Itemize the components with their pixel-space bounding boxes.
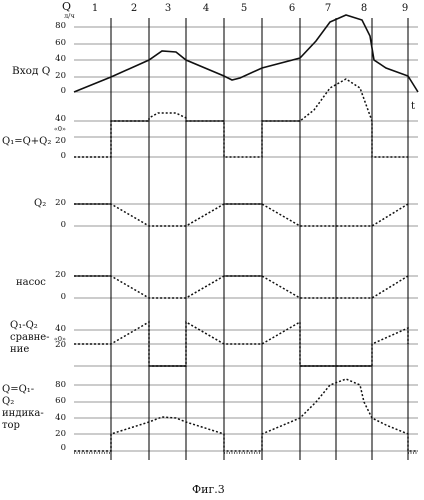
tick-indicator-60: 60 [40,397,66,406]
q-axis-symbol: Q [62,1,71,12]
tick-indicator-20: 20 [40,430,66,439]
indicator-curve [74,379,418,451]
tick-input-40: 40 [40,55,66,64]
column-label-9: 9 [397,3,413,14]
tick-q2-0: 0 [40,221,66,230]
tick-q1-20: 20 [40,137,66,146]
tick-indicator-0: 0 [40,444,66,453]
tick-q1-zero-mark: «0» [40,125,66,134]
tick-q1-0: 0 [40,152,66,161]
row-label-indicator: Q=Q₁-Q₂ индика-тор [2,384,42,432]
horizontal-gridlines [74,27,418,451]
column-label-1: 1 [87,3,103,14]
tick-indicator-80: 80 [40,381,66,390]
tick-indicator-40: 40 [40,414,66,423]
tick-input-20: 20 [40,72,66,81]
column-label-5: 5 [236,3,252,14]
q1-sum-curve [74,79,408,157]
tick-pump-0: 0 [40,293,66,302]
tick-comparison-40: 40 [40,325,66,334]
input-flow-curve [74,15,418,92]
tick-comparison-20: 20 [40,341,66,350]
tick-q2-20: 20 [40,199,66,208]
pump-curve [74,276,408,298]
column-label-8: 8 [356,3,372,14]
q2-curve [74,204,408,226]
column-label-4: 4 [198,3,214,14]
q-axis-unit: л/ч [64,12,75,20]
column-label-3: 3 [160,3,176,14]
column-label-6: 6 [284,3,300,14]
vertical-time-dividers [111,18,408,460]
tick-q1-40: 40 [40,115,66,124]
tick-pump-20: 20 [40,271,66,280]
time-axis-symbol: t [411,101,415,112]
tick-input-60: 60 [40,39,66,48]
column-label-2: 2 [126,3,142,14]
row-label-comparison: Q₁-Q₂ сравне-ние [10,320,42,356]
tick-input-80: 80 [40,22,66,31]
figure-caption: Фиг.3 [192,484,225,495]
column-label-7: 7 [320,3,336,14]
tick-input-0: 0 [40,87,66,96]
